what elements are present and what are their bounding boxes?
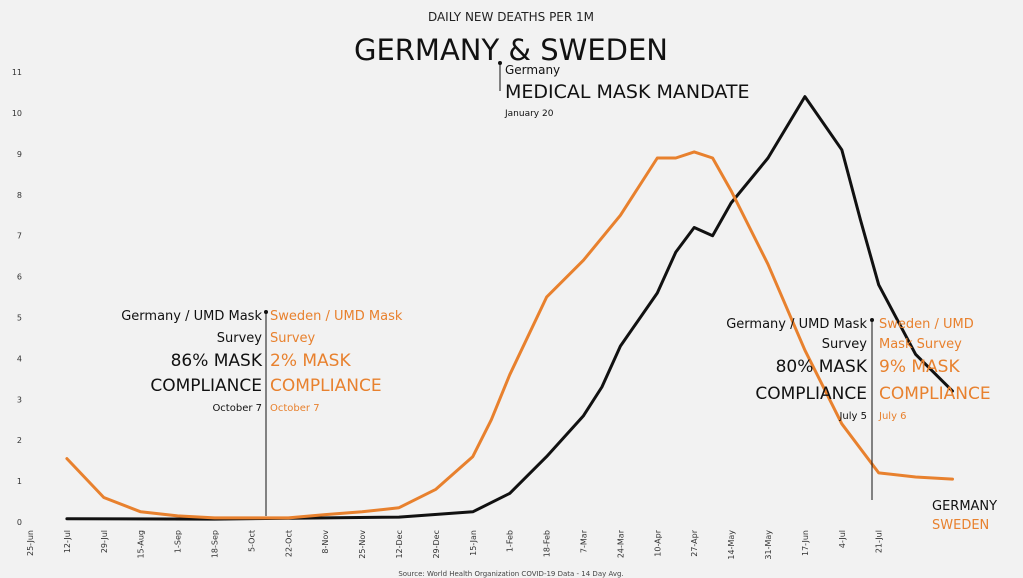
y-tick-label: 1 bbox=[17, 477, 22, 486]
y-axis: 0 1 2 3 4 5 6 7 8 9 10 11 bbox=[12, 68, 22, 527]
oct-sweden-value: 2% MASK bbox=[270, 351, 351, 371]
x-tick-label: 10-Apr bbox=[653, 529, 662, 556]
october-annotation: Germany / UMD Mask Survey 86% MASK COMPL… bbox=[121, 309, 403, 516]
jul-sweden-value: 9% MASK bbox=[879, 357, 960, 377]
chart-source: Source: World Health Organization COVID-… bbox=[398, 570, 623, 578]
x-tick-label: 15-Jan bbox=[469, 530, 478, 556]
jul-germany-word: COMPLIANCE bbox=[755, 384, 867, 404]
oct-germany-value: 86% MASK bbox=[171, 351, 263, 371]
x-tick-label: 18-Sep bbox=[211, 530, 220, 558]
y-tick-label: 5 bbox=[17, 314, 22, 323]
x-tick-label: 1-Sep bbox=[174, 530, 183, 553]
mandate-date: January 20 bbox=[504, 109, 554, 119]
x-tick-label: 12-Jul bbox=[63, 530, 72, 553]
oct-germany-source: Germany / UMD Mask bbox=[121, 309, 262, 324]
jul-sweden-date: July 6 bbox=[878, 411, 907, 422]
jul-sweden-source2: Mask Survey bbox=[879, 337, 962, 352]
series-line-germany bbox=[65, 95, 954, 521]
legend-sweden: SWEDEN bbox=[932, 518, 989, 533]
x-tick-label: 1-Feb bbox=[506, 530, 515, 552]
plot-area bbox=[65, 95, 954, 521]
x-tick-label: 4-Jul bbox=[838, 530, 847, 548]
oct-sweden-source2: Survey bbox=[270, 331, 316, 346]
legend-germany: GERMANY bbox=[932, 499, 997, 514]
x-tick-label: 27-Apr bbox=[690, 529, 699, 556]
y-tick-label: 0 bbox=[17, 518, 22, 527]
x-tick-label: 12-Dec bbox=[395, 530, 404, 559]
y-tick-label: 2 bbox=[17, 436, 22, 445]
x-tick-label: 31-May bbox=[764, 530, 773, 560]
oct-germany-source2: Survey bbox=[217, 331, 263, 346]
jul-sweden-source: Sweden / UMD bbox=[879, 317, 974, 332]
oct-germany-word: COMPLIANCE bbox=[150, 376, 262, 396]
y-tick-label: 11 bbox=[12, 68, 22, 77]
y-tick-label: 4 bbox=[17, 354, 22, 363]
y-tick-label: 9 bbox=[17, 150, 22, 159]
x-tick-label: 29-Dec bbox=[432, 530, 441, 559]
jul-sweden-word: COMPLIANCE bbox=[879, 384, 991, 404]
x-tick-label: 5-Oct bbox=[247, 530, 256, 552]
x-tick-label: 14-May bbox=[727, 530, 736, 560]
x-tick-label: 7-Mar bbox=[580, 529, 589, 553]
jul-germany-source: Germany / UMD Mask bbox=[726, 317, 867, 332]
y-tick-label: 10 bbox=[12, 109, 22, 118]
x-tick-label: 18-Feb bbox=[543, 530, 552, 557]
x-tick-label: 25-Nov bbox=[358, 530, 367, 559]
x-tick-label: 17-Jun bbox=[801, 530, 810, 556]
mandate-marker-dot bbox=[498, 61, 502, 65]
x-tick-label: 24-Mar bbox=[616, 529, 625, 558]
y-tick-label: 3 bbox=[17, 395, 22, 404]
chart-subtitle: DAILY NEW DEATHS PER 1M bbox=[428, 10, 594, 24]
oct-sweden-word: COMPLIANCE bbox=[270, 376, 382, 396]
jul-germany-value: 80% MASK bbox=[776, 357, 868, 377]
y-tick-label: 7 bbox=[17, 232, 22, 241]
x-tick-label: 21-Jul bbox=[875, 530, 884, 553]
july-marker-dot bbox=[870, 318, 874, 322]
mandate-event: MEDICAL MASK MANDATE bbox=[505, 81, 750, 103]
y-tick-label: 6 bbox=[17, 273, 22, 282]
series-line-sweden bbox=[65, 150, 954, 520]
x-tick-label: 22-Oct bbox=[284, 530, 293, 557]
y-tick-label: 8 bbox=[17, 191, 22, 200]
x-tick-label: 8-Nov bbox=[321, 530, 330, 554]
oct-sweden-date: October 7 bbox=[270, 403, 320, 414]
jul-germany-source2: Survey bbox=[822, 337, 868, 352]
jul-germany-date: July 5 bbox=[838, 411, 867, 422]
mandate-annotation: Germany MEDICAL MASK MANDATE January 20 bbox=[498, 61, 750, 119]
mandate-country: Germany bbox=[505, 63, 560, 77]
chart-title: GERMANY & SWEDEN bbox=[354, 33, 668, 67]
oct-germany-date: October 7 bbox=[212, 403, 262, 414]
october-marker-dot bbox=[264, 310, 268, 314]
x-tick-label: 15-Aug bbox=[137, 530, 146, 559]
x-tick-label: 25-Jun bbox=[26, 530, 35, 556]
x-axis: 25-Jun 12-Jul 29-Jul 15-Aug 1-Sep 18-Sep 5-Oct… bbox=[26, 529, 884, 559]
x-tick-label: 29-Jul bbox=[100, 530, 109, 553]
july-annotation: Germany / UMD Mask Survey 80% MASK COMPL… bbox=[726, 317, 991, 500]
oct-sweden-source: Sweden / UMD Mask bbox=[270, 309, 403, 324]
